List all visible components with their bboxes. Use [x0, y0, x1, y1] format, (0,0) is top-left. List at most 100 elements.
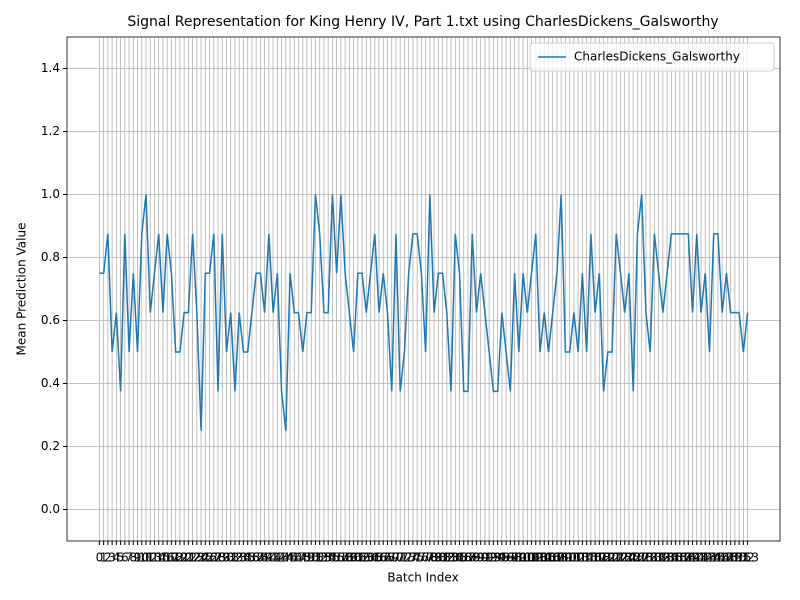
x-tick-label: 152 — [732, 551, 755, 565]
x-tick-label: 86 — [456, 551, 471, 565]
x-tick-label: 21 — [181, 551, 196, 565]
x-tick-label: 18 — [168, 551, 183, 565]
x-tick-label: 51 — [308, 551, 323, 565]
x-tick-label: 61 — [350, 551, 365, 565]
x-tick-label: 72 — [397, 551, 412, 565]
x-tick-label: 143 — [694, 551, 717, 565]
x-tick-label: 73 — [401, 551, 416, 565]
x-tick-label: 115 — [575, 551, 598, 565]
x-tick-label: 123 — [609, 551, 632, 565]
x-tick-label: 125 — [618, 551, 641, 565]
x-tick-label: 136 — [664, 551, 687, 565]
x-tick-label: 30 — [219, 551, 234, 565]
x-tick-label: 49 — [299, 551, 314, 565]
x-tick-label: 127 — [626, 551, 649, 565]
x-tick-label: 11 — [138, 551, 153, 565]
x-tick-label: 44 — [278, 551, 293, 565]
x-tick-label: 141 — [685, 551, 708, 565]
x-tick-label: 27 — [206, 551, 221, 565]
x-tick-label: 75 — [410, 551, 425, 565]
x-tick-label: 46 — [287, 551, 302, 565]
x-axis-label: Batch Index — [387, 571, 458, 585]
x-tick-label: 139 — [677, 551, 700, 565]
legend: CharlesDickens_Galsworthy — [529, 42, 775, 72]
x-tick-label: 138 — [673, 551, 696, 565]
x-tick-label: 57 — [333, 551, 348, 565]
x-tick-label: 87 — [460, 551, 475, 565]
x-tick-label: 113 — [567, 551, 590, 565]
y-axis-label: Mean Prediction Value — [15, 223, 29, 356]
x-tick-label: 149 — [719, 551, 742, 565]
x-tick-label: 78 — [422, 551, 437, 565]
x-tick-label: 52 — [312, 551, 327, 565]
x-tick-label: 148 — [715, 551, 738, 565]
x-tick-label: 104 — [529, 551, 552, 565]
x-tick-label: 133 — [651, 551, 674, 565]
x-tick-label: 112 — [562, 551, 585, 565]
x-tick-label: 77 — [418, 551, 433, 565]
x-tick-label: 122 — [605, 551, 628, 565]
x-tick-label: 128 — [630, 551, 653, 565]
y-tick-label: 0.6 — [41, 313, 60, 327]
x-tick-label: 8 — [129, 551, 137, 565]
x-tick-label: 145 — [702, 551, 725, 565]
x-tick-label: 80 — [431, 551, 446, 565]
x-tick-label: 58 — [337, 551, 352, 565]
x-tick-label: 20 — [176, 551, 191, 565]
chart-title: Signal Representation for King Henry IV,… — [127, 14, 718, 30]
x-tick-label: 56 — [329, 551, 344, 565]
plot-frame — [66, 36, 781, 542]
x-tick-label: 82 — [439, 551, 454, 565]
legend-box — [529, 42, 775, 72]
x-tick-label: 13 — [147, 551, 162, 565]
x-tick-label: 99 — [511, 551, 526, 565]
x-tick-label: 117 — [584, 551, 607, 565]
x-tick-label: 101 — [516, 551, 539, 565]
x-tick-label: 62 — [354, 551, 369, 565]
x-tick-label: 28 — [210, 551, 225, 565]
x-tick-label: 10 — [134, 551, 149, 565]
x-tick-label: 90 — [473, 551, 488, 565]
y-tick-label: 0.0 — [41, 502, 60, 516]
x-tick-label: 55 — [325, 551, 340, 565]
x-tick-label: 66 — [371, 551, 386, 565]
x-tick-label: 151 — [728, 551, 751, 565]
y-tick-label: 0.2 — [41, 439, 60, 453]
x-tick-label: 24 — [193, 551, 208, 565]
x-tick-label: 109 — [550, 551, 573, 565]
x-tick-label: 35 — [240, 551, 255, 565]
x-tick-label: 5 — [117, 551, 125, 565]
x-tick-label: 110 — [554, 551, 577, 565]
x-tick-label: 94 — [490, 551, 505, 565]
x-tick-label: 96 — [498, 551, 513, 565]
x-tick-label: 106 — [537, 551, 560, 565]
x-tick-label: 135 — [660, 551, 683, 565]
x-tick-label: 43 — [274, 551, 289, 565]
x-tick-label: 116 — [579, 551, 602, 565]
x-tick-label: 7 — [125, 551, 133, 565]
x-tick-label: 108 — [545, 551, 568, 565]
x-tick-label: 131 — [643, 551, 666, 565]
y-tick-label: 1.0 — [41, 187, 60, 201]
x-tick-label: 100 — [512, 551, 535, 565]
x-tick-label: 129 — [634, 551, 657, 565]
x-tick-label: 29 — [215, 551, 230, 565]
x-tick-label: 31 — [223, 551, 238, 565]
x-tick-label: 16 — [160, 551, 175, 565]
x-tick-label: 70 — [388, 551, 403, 565]
x-tick-label: 1 — [100, 551, 108, 565]
x-tick-label: 97 — [503, 551, 518, 565]
x-tick-label: 15 — [155, 551, 170, 565]
x-tick-label: 91 — [477, 551, 492, 565]
x-tick-label: 92 — [482, 551, 497, 565]
x-tick-label: 47 — [291, 551, 306, 565]
x-tick-label: 33 — [232, 551, 247, 565]
x-tick-label: 102 — [520, 551, 543, 565]
x-tick-label: 65 — [367, 551, 382, 565]
x-tick-label: 83 — [443, 551, 458, 565]
x-tick-label: 34 — [236, 551, 251, 565]
x-tick-label: 17 — [164, 551, 179, 565]
x-tick-label: 74 — [405, 551, 420, 565]
x-tick-label: 118 — [588, 551, 611, 565]
